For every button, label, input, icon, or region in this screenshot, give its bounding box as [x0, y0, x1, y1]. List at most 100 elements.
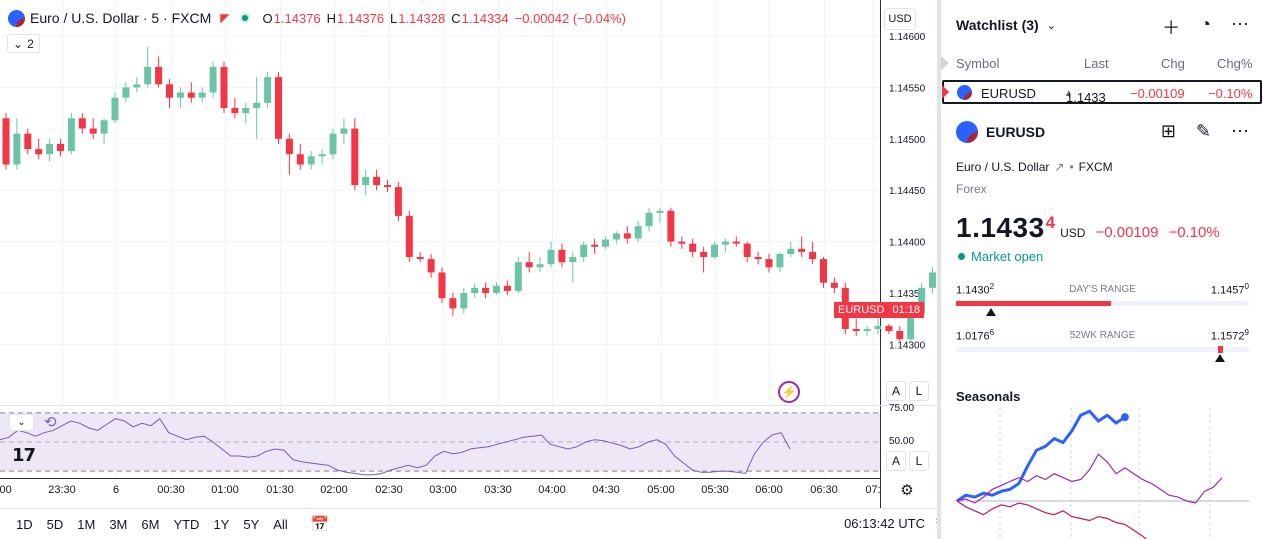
candle-body [580, 244, 588, 258]
bottom-toolbar: 1D 5D 1M 3M 6M YTD 1Y 5Y All 📅 06:13:42 … [0, 508, 939, 539]
panel-divider[interactable] [937, 0, 941, 539]
time-axis-label: 00:30 [157, 484, 185, 496]
candle-body [394, 187, 402, 216]
rsi-axis-label: 75.00 [889, 403, 914, 414]
external-link-icon[interactable]: ↗ [1054, 160, 1065, 174]
price-change-pct: −0.10% [1168, 224, 1220, 241]
price-tag-countdown: 01:18 [892, 304, 920, 316]
col-chg[interactable]: Chg [1161, 56, 1185, 71]
price-axis-label: 1.14600 [889, 32, 926, 43]
candle-body [24, 133, 32, 150]
details-symbol: EURUSD [986, 124, 1046, 140]
flag-icon[interactable]: ◤ [220, 11, 230, 25]
grid-icon[interactable]: ⊞ [1160, 121, 1176, 141]
watchlist-title[interactable]: Watchlist (3) ⌄ [956, 17, 1056, 33]
time-axis-label: 03:00 [429, 484, 457, 496]
candle-body [373, 176, 381, 186]
description-link[interactable]: Euro / U.S. Dollar [956, 160, 1050, 174]
candle-body [318, 154, 326, 157]
seasonals-chart[interactable] [941, 408, 1263, 539]
candle-body [340, 128, 348, 134]
range-all-button[interactable]: All [273, 516, 288, 532]
currency-button[interactable]: USD [884, 8, 916, 30]
exchange: FXCM [1078, 160, 1113, 174]
candle-body [416, 257, 424, 260]
candle-body [929, 272, 936, 288]
range-5y-button[interactable]: 5Y [243, 516, 260, 532]
lightning-alert-icon[interactable]: ⚡ [778, 381, 800, 403]
candle-body [863, 328, 871, 332]
row-symbol: EURUSD [981, 86, 1036, 101]
candle-body [384, 185, 391, 188]
time-axis-label: 07: [865, 484, 880, 496]
candle-body [460, 293, 468, 309]
candle-body [329, 133, 337, 155]
price-chart[interactable]: 23:00 23:30 6 00:30 01:00 01:30 02:00 02:30 03:0… [0, 0, 937, 508]
watchlist-row[interactable]: EURUSD 1.1433 4 −0.00109 −0.10% [942, 80, 1262, 105]
ohlc-h: H1.14376 [326, 10, 385, 26]
candle-body [122, 87, 130, 98]
candle-body [645, 212, 653, 227]
price-axis-label: 1.14300 [889, 340, 926, 351]
range-1m-button[interactable]: 1M [77, 516, 96, 532]
days-range-fill [956, 301, 1112, 306]
watchlist-tools: ＋ ◔ ⋯ [1162, 14, 1249, 40]
auto-scale-button[interactable]: A [886, 381, 906, 401]
candle-body [798, 248, 806, 252]
row-chg-pct: −0.10% [1208, 86, 1253, 101]
log-scale-button[interactable]: L [909, 381, 929, 401]
time-axis-label: 05:30 [701, 484, 729, 496]
chevron-down-icon: ⌄ [1046, 19, 1056, 32]
days-range-high: 1.14570 [1210, 282, 1249, 297]
chevron-down-icon: ⌄ [13, 36, 24, 51]
range-6m-button[interactable]: 6M [141, 516, 160, 532]
symbol-title[interactable]: Euro / U.S. Dollar · 5 · FXCM [30, 10, 212, 26]
tradingview-logo[interactable]: 17 [12, 445, 36, 466]
candle-body [776, 253, 784, 268]
time-axis-label: 23:30 [48, 484, 76, 496]
right-panel: Watchlist (3) ⌄ ＋ ◔ ⋯ Symbol Last Chg Ch… [941, 0, 1263, 539]
calendar-icon[interactable]: 📅 [310, 516, 330, 533]
rsi-line [0, 417, 791, 476]
days-range-label: DAY'S RANGE [1069, 284, 1136, 295]
candle-body [78, 118, 86, 129]
more-icon[interactable]: ⋯ [1231, 121, 1249, 141]
ohlc-o: O1.14376 [262, 10, 321, 26]
utc-clock[interactable]: 06:13:42 UTC [844, 516, 925, 531]
week52-range-marker [1214, 354, 1225, 362]
price-main: 1.1433 [956, 212, 1045, 243]
eurusd-flag-icon [8, 9, 25, 27]
range-5d-button[interactable]: 5D [46, 516, 64, 532]
col-last[interactable]: Last [1084, 56, 1109, 71]
add-symbol-icon[interactable]: ＋ [1162, 18, 1181, 38]
candle-body [111, 97, 119, 121]
col-chg-pct[interactable]: Chg% [1217, 56, 1253, 71]
details-header[interactable]: EURUSD [956, 121, 1045, 143]
candle-body [820, 259, 827, 283]
candle-body [449, 298, 457, 309]
col-symbol[interactable]: Symbol [956, 56, 1000, 71]
gear-icon[interactable]: ⚙ [900, 482, 914, 499]
rsi-log-scale-button[interactable]: L [909, 451, 929, 471]
time-axis-label: 04:00 [538, 484, 566, 496]
candle-body [787, 248, 795, 254]
rsi-auto-scale-button[interactable]: A [886, 451, 906, 471]
range-3m-button[interactable]: 3M [109, 516, 128, 532]
candle-body [569, 257, 577, 263]
range-1y-button[interactable]: 1Y [213, 516, 230, 532]
range-ytd-button[interactable]: YTD [173, 516, 200, 532]
advanced-view-icon[interactable]: ◔ [1200, 14, 1211, 34]
candles-group [2, 46, 936, 342]
edit-icon[interactable]: ✎ [1195, 121, 1211, 141]
refresh-icon[interactable]: ⟲ [44, 414, 57, 431]
time-axis-label: 01:30 [266, 484, 294, 496]
candle-body [558, 249, 566, 263]
rsi-collapse-button[interactable]: ⌄ [9, 414, 34, 431]
range-1d-button[interactable]: 1D [16, 516, 33, 532]
more-icon[interactable]: ⋯ [1231, 14, 1249, 34]
indicators-collapse-button[interactable]: ⌄ 2 [7, 34, 40, 53]
candle-body [46, 143, 54, 155]
chart-area[interactable]: 23:00 23:30 6 00:30 01:00 01:30 02:00 02:30 03:0… [0, 0, 939, 539]
seasonals-title[interactable]: Seasonals [956, 389, 1021, 404]
candle-body [612, 233, 620, 240]
